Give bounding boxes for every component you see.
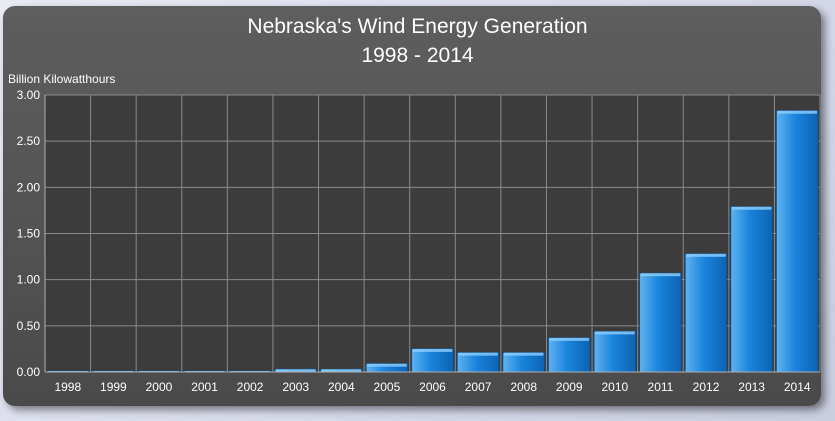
- x-tick-label: 2011: [648, 380, 674, 394]
- x-tick-label: 1998: [54, 380, 81, 394]
- y-tick-label: 1.00: [17, 273, 41, 287]
- bar-highlight: [640, 273, 681, 277]
- chart-title: Nebraska's Wind Energy Generation: [247, 15, 588, 38]
- x-tick-label: 2010: [602, 380, 629, 394]
- bar-highlight: [686, 253, 726, 257]
- bar: [639, 272, 682, 373]
- bar-highlight: [503, 352, 544, 356]
- bar-highlight: [549, 337, 590, 341]
- y-tick-label: 2.50: [17, 134, 41, 148]
- bar-highlight: [458, 352, 498, 356]
- x-tick-label: 2006: [419, 380, 446, 394]
- bar: [593, 330, 637, 373]
- x-tick-label: 2013: [738, 380, 765, 394]
- bar-highlight: [275, 369, 316, 372]
- x-tick-label: 2012: [693, 380, 720, 394]
- x-tick-label: 2003: [282, 380, 309, 394]
- y-tick-label: 0.00: [17, 365, 41, 379]
- y-tick-label: 0.50: [17, 319, 41, 333]
- x-tick-label: 2014: [784, 380, 811, 394]
- y-axis-label: Billion Kilowatthours: [8, 72, 116, 86]
- x-tick-label: 2001: [191, 380, 218, 394]
- bar-highlight: [731, 206, 772, 210]
- bar: [730, 206, 773, 373]
- chart-subtitle: 1998 - 2014: [361, 44, 474, 67]
- bar: [684, 253, 728, 373]
- x-tick-label: 2008: [510, 380, 537, 394]
- bar: [411, 348, 454, 373]
- x-tick-label: 2004: [328, 380, 355, 394]
- y-tick-label: 3.00: [17, 88, 41, 102]
- x-tick-label: 2007: [465, 380, 492, 394]
- bar-highlight: [367, 363, 407, 367]
- x-tick-label: 2000: [146, 380, 173, 394]
- bar-highlight: [777, 110, 817, 114]
- bar-highlight: [412, 348, 453, 352]
- x-tick-label: 2005: [374, 380, 401, 394]
- x-tick-label: 1999: [100, 380, 127, 394]
- y-tick-label: 2.00: [17, 180, 41, 194]
- bar: [548, 337, 591, 373]
- x-tick-label: 2009: [556, 380, 583, 394]
- bar: [776, 110, 819, 373]
- bar-highlight: [321, 369, 362, 372]
- y-tick-label: 1.50: [17, 227, 41, 241]
- x-tick-label: 2002: [237, 380, 264, 394]
- bar-highlight: [595, 331, 635, 335]
